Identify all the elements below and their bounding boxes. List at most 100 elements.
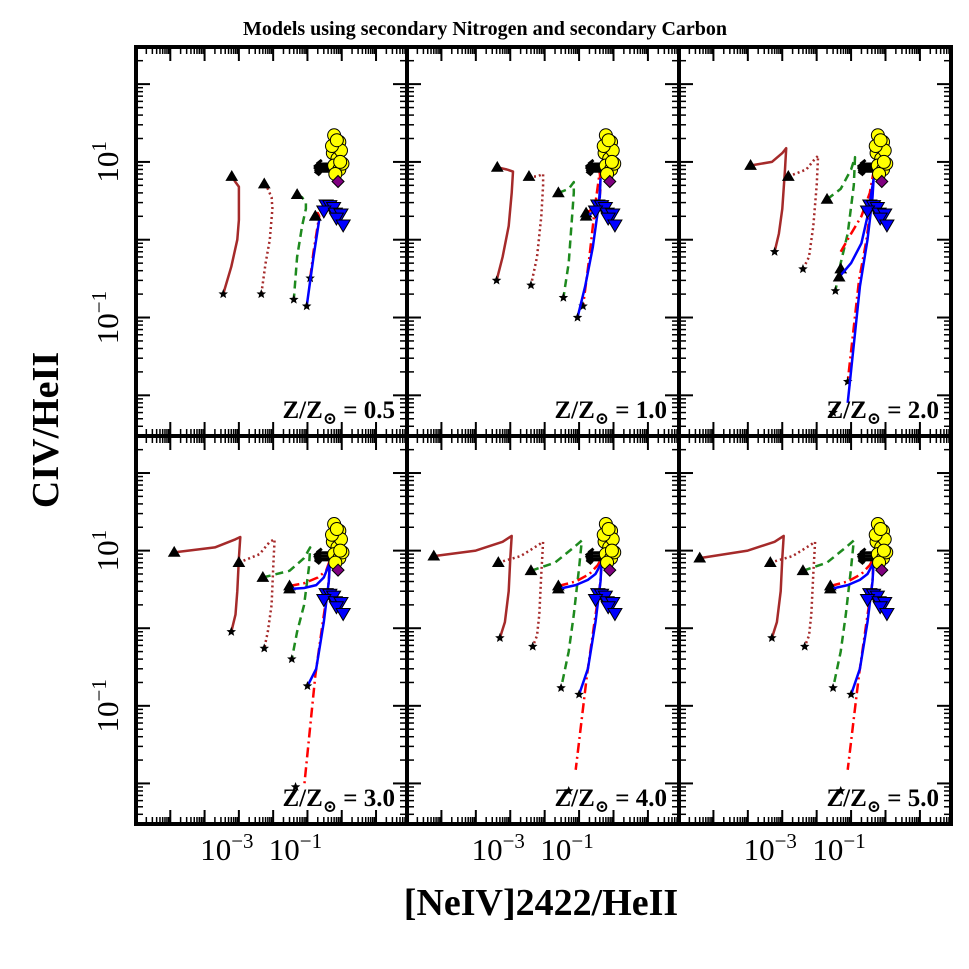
observed-upper-limit: [600, 212, 617, 227]
model-start-triangle: [820, 192, 834, 204]
y-tick-label: 10−1: [87, 291, 125, 344]
panel-1: Z/Z⊙ = 0.5: [134, 45, 409, 438]
x-tick-label: 10−3: [744, 829, 797, 867]
observed-point: [604, 543, 619, 558]
x-tick-label: 10−3: [200, 829, 253, 867]
plot-area: [744, 128, 895, 417]
observed-point: [873, 133, 888, 148]
model-end-star: [563, 785, 574, 795]
model-line-solid: [174, 535, 242, 633]
x-tick-label: 10−1: [540, 829, 593, 867]
model-end-star: [769, 246, 780, 256]
panel-metallicity-label: Z/Z⊙ = 3.0: [282, 785, 395, 816]
model-start-triangle: [225, 169, 239, 181]
model-start-triangle: [551, 186, 565, 198]
z-ratio-text: Z/Z: [554, 785, 594, 812]
z-value-text: = 3.0: [337, 785, 395, 812]
observed-left-arrow: [586, 164, 602, 176]
panel-5: Z/Z⊙ = 4.0: [405, 434, 681, 826]
model-start-triangle: [257, 177, 271, 189]
panel-metallicity-label: Z/Z⊙ = 2.0: [826, 397, 939, 428]
model-start-triangle: [551, 582, 565, 594]
observed-upper-limit: [872, 601, 889, 615]
model-end-star: [301, 301, 312, 311]
model-end-star: [799, 641, 810, 651]
chart-title: Models using secondary Nitrogen and seco…: [243, 18, 727, 40]
model-line-dotted: [260, 183, 274, 295]
panel-frame: [134, 45, 409, 438]
model-line-dashed: [557, 180, 576, 298]
model-line-solid: [750, 146, 788, 253]
observed-point: [333, 154, 348, 169]
model-start-triangle: [796, 564, 810, 576]
panel-frame: [134, 434, 409, 826]
observed-upper-limit: [607, 219, 623, 233]
observed-point: [876, 154, 891, 169]
observed-upper-limit: [607, 608, 623, 622]
observed-upper-limit: [879, 608, 895, 622]
model-line-dashed: [802, 539, 856, 689]
observed-upper-limit: [879, 219, 895, 233]
model-end-star: [289, 294, 299, 304]
y-tick-label: 10−1: [87, 679, 125, 732]
observed-left-arrow: [315, 164, 331, 176]
plot-area: [693, 517, 895, 795]
panel-frame: [677, 434, 953, 826]
panel-metallicity-label: Z/Z⊙ = 5.0: [826, 785, 939, 816]
solar-symbol: ⊙: [867, 797, 881, 816]
panel-2: Z/Z⊙ = 1.0: [405, 45, 681, 438]
plot-area: [218, 128, 352, 311]
model-start-triangle: [256, 571, 270, 582]
model-end-star: [290, 781, 301, 792]
observed-diamond: [603, 563, 617, 577]
observed-point: [873, 521, 888, 536]
model-line-solid: [838, 177, 875, 404]
observed-left-arrow: [858, 553, 874, 564]
model-end-star: [835, 785, 846, 795]
model-start-triangle: [490, 160, 504, 172]
observed-point: [601, 521, 616, 536]
axis-ticks: [406, 435, 680, 825]
x-tick-label: 10−1: [269, 829, 322, 867]
z-value-text: = 4.0: [609, 785, 667, 812]
panel-3: Z/Z⊙ = 2.0: [677, 45, 953, 438]
model-start-triangle: [290, 188, 304, 199]
axis-ticks: [678, 46, 952, 437]
observed-upper-limit: [315, 594, 332, 608]
x-tick-label: 10−1: [812, 829, 865, 867]
model-end-star: [495, 632, 505, 642]
observed-point: [604, 154, 619, 169]
model-start-triangle: [524, 564, 538, 576]
model-end-star: [527, 641, 538, 651]
z-value-text: = 5.0: [881, 785, 939, 812]
model-line-dotted: [497, 540, 545, 648]
observed-upper-limit: [328, 212, 345, 227]
model-end-star: [226, 626, 237, 636]
panels-group: Z/Z⊙ = 0.5 Z/Z⊙ = 1.0 Z/Z⊙ = 2.0Z/Z⊙ = 3.0…: [134, 45, 953, 826]
observed-upper-limit: [315, 205, 332, 219]
model-end-star: [256, 289, 267, 299]
model-end-star: [287, 654, 297, 664]
panel-metallicity-label: Z/Z⊙ = 0.5: [282, 397, 395, 428]
model-line-solid: [305, 215, 321, 307]
model-end-star: [259, 643, 270, 653]
model-start-triangle: [832, 270, 846, 282]
panel-metallicity-label: Z/Z⊙ = 4.0: [554, 785, 667, 816]
model-line-dashed: [530, 539, 584, 689]
axis-ticks: [135, 46, 408, 437]
observed-diamond: [875, 174, 889, 189]
tick-labels-group: 101 10−1 101 10−1 10−3 10−1 10−3 10−1 10−3 10−1: [87, 141, 866, 867]
model-start-triangle: [781, 169, 795, 181]
y-tick-label: 101: [87, 141, 125, 183]
z-ratio-text: Z/Z: [282, 785, 322, 812]
model-line-solid: [222, 175, 241, 295]
model-start-triangle: [579, 209, 593, 221]
model-line-dashed: [826, 155, 857, 292]
model-end-star: [828, 407, 838, 417]
model-start-triangle: [427, 549, 441, 561]
observed-upper-limit: [859, 594, 876, 608]
panel-frame: [677, 45, 953, 438]
model-start-triangle: [232, 556, 246, 567]
model-line-solid: [699, 534, 785, 639]
